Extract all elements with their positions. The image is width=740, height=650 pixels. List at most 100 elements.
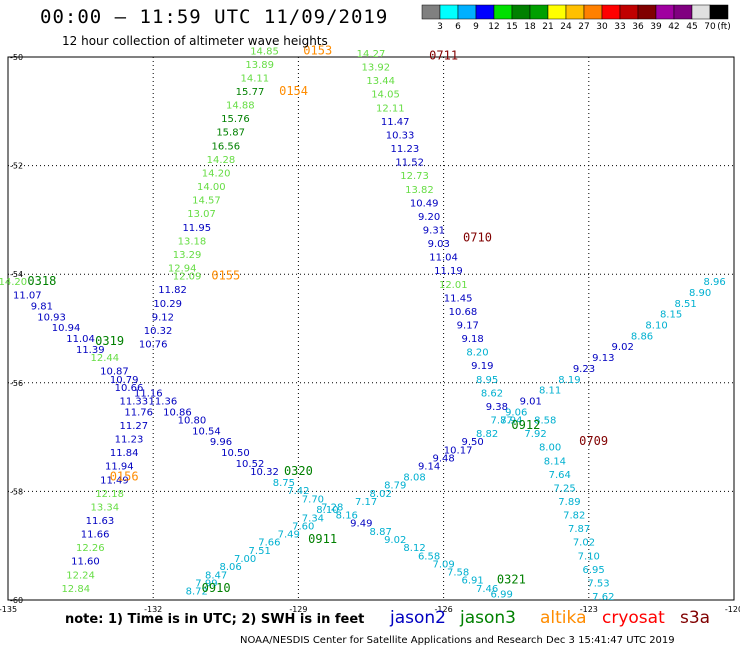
wave-height-value: 10.68 bbox=[449, 307, 478, 318]
wave-height-value: 10.33 bbox=[386, 130, 415, 141]
wave-height-value: 9.81 bbox=[31, 301, 53, 312]
scale-label: 18 bbox=[524, 22, 536, 32]
wave-height-value: 10.17 bbox=[444, 445, 473, 456]
wave-height-value: 10.80 bbox=[178, 416, 207, 427]
scale-swatch bbox=[547, 4, 567, 20]
scale-swatch bbox=[421, 4, 441, 20]
wave-height-value: 14.05 bbox=[371, 90, 400, 101]
wave-height-value: 10.54 bbox=[192, 426, 221, 437]
scale-unit: (ft) bbox=[717, 22, 731, 32]
map-frame bbox=[7, 56, 735, 601]
wave-height-value: 8.19 bbox=[558, 375, 580, 386]
wave-height-value: 9.38 bbox=[486, 402, 508, 413]
wave-height-value: 14.57 bbox=[192, 196, 221, 207]
scale-swatch bbox=[457, 4, 477, 20]
pass-time-label: 0155 bbox=[211, 269, 240, 283]
wave-height-value: 16.56 bbox=[211, 141, 240, 152]
wave-height-value: 10.86 bbox=[163, 407, 192, 418]
wave-height-value: 7.51 bbox=[249, 546, 271, 557]
scale-label: 70 bbox=[704, 22, 716, 32]
wave-height-value: 7.00 bbox=[234, 554, 256, 565]
wave-height-value: 9.17 bbox=[457, 321, 479, 332]
scale-swatch bbox=[565, 4, 585, 20]
wave-height-value: 7.42 bbox=[287, 486, 309, 497]
wave-height-value: 11.33 bbox=[120, 397, 149, 408]
legend-altika: altika bbox=[540, 608, 587, 628]
wave-height-value: 7.58 bbox=[447, 568, 469, 579]
wave-height-value: 15.77 bbox=[236, 87, 265, 98]
wave-height-value: 8.62 bbox=[481, 388, 503, 399]
scale-label: 6 bbox=[455, 22, 461, 32]
wave-height-value: 12.44 bbox=[90, 353, 119, 364]
wave-height-value: 12.24 bbox=[66, 570, 95, 581]
wave-height-value: 14.85 bbox=[250, 46, 279, 57]
wave-height-value: 6.95 bbox=[583, 565, 605, 576]
wave-height-value: 8.58 bbox=[534, 416, 556, 427]
wave-height-value: 7.25 bbox=[553, 483, 575, 494]
lat-tick-label: -56 bbox=[10, 379, 23, 388]
pass-time-label: 0709 bbox=[579, 434, 608, 448]
wave-height-value: 6.91 bbox=[462, 576, 484, 587]
wave-height-value: 11.63 bbox=[86, 516, 115, 527]
wave-height-value: 9.02 bbox=[612, 342, 634, 353]
scale-label: 21 bbox=[542, 22, 553, 32]
page-title: 00:00 – 11:59 UTC 11/09/2019 bbox=[40, 6, 389, 28]
scale-label: 27 bbox=[578, 22, 589, 32]
pass-time-label: 0911 bbox=[308, 532, 337, 546]
scale-label: 15 bbox=[506, 22, 517, 32]
wave-height-value: 11.23 bbox=[391, 144, 420, 155]
pass-time-label: 0156 bbox=[110, 470, 139, 484]
wave-height-value: 7.66 bbox=[258, 538, 280, 549]
wave-height-value: 14.00 bbox=[197, 182, 226, 193]
wave-height-value: 8.47 bbox=[205, 570, 227, 581]
wave-height-value: 9.02 bbox=[384, 535, 406, 546]
wave-height-value: 7.53 bbox=[587, 578, 609, 589]
pass-time-label: 0318 bbox=[27, 274, 56, 288]
scale-swatch bbox=[709, 4, 729, 20]
wave-height-value: 8.02 bbox=[370, 489, 392, 500]
wave-height-value: 10.29 bbox=[153, 299, 182, 310]
wave-height-value: 14.11 bbox=[241, 73, 270, 84]
wave-height-value: 8.20 bbox=[466, 348, 488, 359]
wave-height-value: 7.10 bbox=[578, 551, 600, 562]
wave-height-value: 7.99 bbox=[195, 578, 217, 589]
wave-height-value: 10.94 bbox=[52, 323, 81, 334]
wave-height-value: 7.70 bbox=[302, 494, 324, 505]
wave-height-value: 7.09 bbox=[432, 559, 454, 570]
scale-swatch bbox=[691, 4, 711, 20]
wave-height-value: 12.73 bbox=[400, 171, 429, 182]
pass-time-label: 0319 bbox=[95, 334, 124, 348]
wave-height-value: 11.04 bbox=[429, 253, 458, 264]
wave-height-value: 9.20 bbox=[418, 212, 440, 223]
wave-height-value: 9.12 bbox=[152, 312, 174, 323]
page-subtitle: 12 hour collection of altimeter wave hei… bbox=[62, 34, 328, 48]
wave-height-value: 8.15 bbox=[660, 310, 682, 321]
color-scale: 3 6 9 12 15 18 21 24 27 30 33 36 39 42 45 70 (ft) bbox=[421, 4, 731, 32]
wave-height-value: 11.94 bbox=[105, 462, 134, 473]
wave-height-value: 11.07 bbox=[13, 291, 42, 302]
wave-height-value: 12.84 bbox=[61, 584, 90, 595]
wave-height-value: 13.18 bbox=[178, 236, 207, 247]
wave-height-value: 11.47 bbox=[381, 117, 410, 128]
scale-label: 36 bbox=[632, 22, 644, 32]
wave-height-value: 7.87 bbox=[491, 416, 513, 427]
scale-label: 30 bbox=[596, 22, 608, 32]
wave-height-value: 14.88 bbox=[226, 101, 255, 112]
lat-tick-label: -52 bbox=[10, 162, 23, 171]
legend-jason2: jason2 bbox=[390, 608, 446, 628]
wave-height-value: 10.50 bbox=[221, 448, 250, 459]
wave-height-value: 10.76 bbox=[139, 340, 168, 351]
wave-height-value: 10.93 bbox=[37, 312, 66, 323]
wave-height-value: 7.60 bbox=[292, 521, 314, 532]
lat-tick-label: -50 bbox=[10, 53, 23, 62]
wave-height-value: 10.66 bbox=[115, 383, 144, 394]
pass-time-label: 0710 bbox=[463, 231, 492, 245]
wave-height-value: 8.75 bbox=[273, 478, 295, 489]
scale-swatch bbox=[529, 4, 549, 20]
wave-height-value: 12.18 bbox=[95, 489, 124, 500]
scale-swatch bbox=[637, 4, 657, 20]
lon-tick-label: -129 bbox=[289, 605, 307, 614]
wave-height-value: 12.11 bbox=[376, 103, 405, 114]
wave-height-value: 9.50 bbox=[462, 437, 484, 448]
